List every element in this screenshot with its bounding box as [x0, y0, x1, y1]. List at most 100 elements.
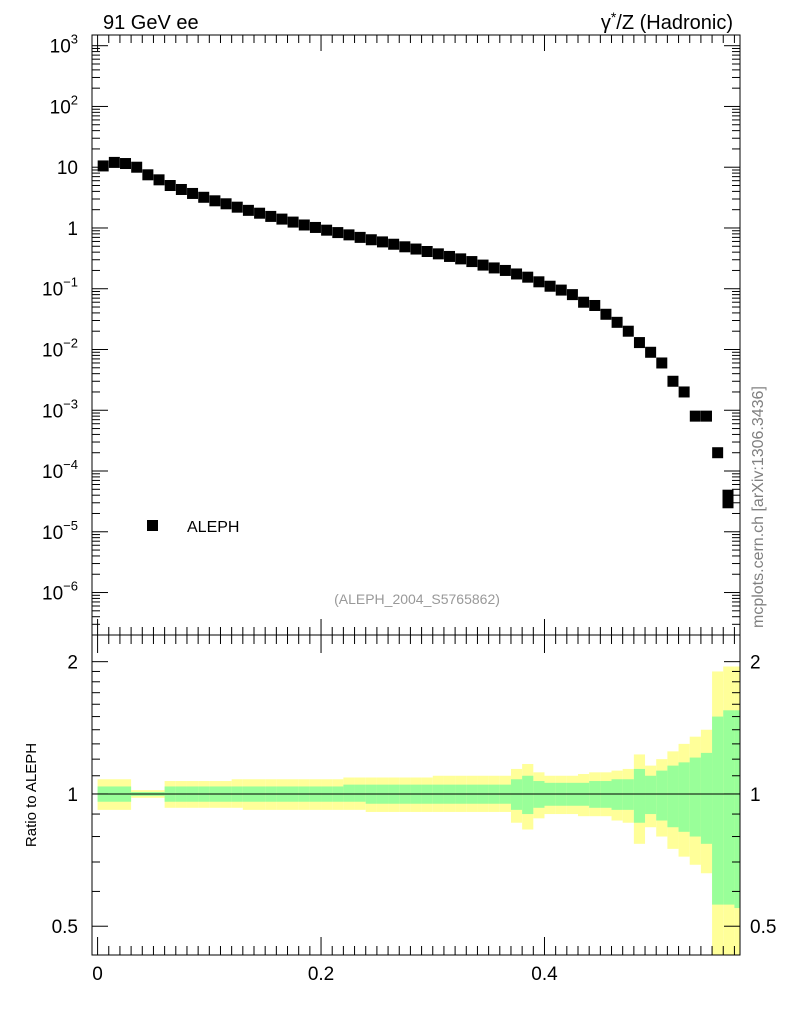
data-point	[365, 234, 377, 246]
y-tick-label: 10−2	[42, 335, 78, 361]
inner-band-bin	[678, 762, 690, 832]
data-point	[354, 231, 366, 243]
inner-band-bin	[689, 757, 701, 837]
x-tick-label: 0.2	[308, 964, 334, 985]
header-left-title: 91 GeV ee	[103, 12, 199, 34]
data-point	[376, 236, 388, 248]
data-point	[421, 246, 433, 258]
ratio-y-tick-label-left: 1	[67, 785, 78, 806]
y-tick-label: 10−4	[42, 457, 78, 483]
side-label: mcplots.cern.ch [arXiv:1306.3436]	[750, 386, 767, 628]
data-point	[276, 213, 288, 225]
x-tick-label: 0.4	[531, 964, 558, 985]
x-tick-labels: 0 0.2 0.4	[92, 964, 558, 985]
header-right-star: *	[611, 9, 617, 25]
data-point	[108, 156, 120, 168]
ratio-y-tick-label-left: 2	[67, 653, 78, 674]
data-point	[343, 229, 355, 241]
data-point	[142, 169, 154, 181]
inner-band-bin	[723, 710, 735, 905]
y-tick-label: 10−1	[42, 275, 78, 301]
data-point	[667, 375, 679, 387]
data-point	[477, 259, 489, 271]
y-tick-label: 10−5	[42, 518, 78, 544]
data-point	[209, 195, 221, 207]
ratio-y-tick-labels: 0.5 0.5 1 1 2 2	[52, 653, 777, 939]
header-right-gamma: γ	[601, 12, 611, 34]
main-plot-frame	[91, 34, 741, 636]
data-point	[533, 276, 545, 288]
inner-band-bin	[354, 784, 366, 802]
data-point	[722, 489, 734, 501]
data-point	[722, 497, 734, 509]
y-tick-label: 10	[57, 158, 78, 179]
y-tick-label: 1	[67, 219, 78, 240]
data-point	[511, 268, 523, 280]
inner-band-bin	[656, 770, 668, 821]
data-point	[689, 410, 701, 422]
data-point	[455, 253, 467, 265]
data-point	[678, 386, 690, 398]
data-point	[488, 262, 500, 274]
main-plot-ticks	[92, 35, 740, 636]
y-tick-label: 10−3	[42, 396, 78, 422]
data-point	[600, 308, 612, 320]
data-point	[231, 201, 243, 213]
aleph-data-points	[97, 156, 734, 509]
data-point	[254, 207, 266, 219]
data-point	[187, 187, 199, 199]
data-point	[399, 241, 411, 253]
data-point	[120, 158, 132, 170]
data-point	[700, 410, 712, 422]
ratio-plot-frame	[91, 634, 741, 956]
data-point	[131, 161, 143, 173]
data-point	[153, 174, 165, 186]
y-tick-label: 10−6	[42, 579, 78, 605]
data-point	[265, 210, 277, 222]
data-point	[298, 219, 310, 231]
data-point	[164, 180, 176, 192]
ratio-bands	[97, 666, 740, 955]
data-point	[432, 248, 444, 260]
data-point	[97, 160, 109, 172]
inner-band-bin	[645, 775, 657, 815]
y-tick-label: 102	[50, 92, 78, 118]
data-point	[466, 256, 478, 268]
data-point	[499, 264, 511, 276]
data-point	[410, 243, 422, 255]
data-point	[566, 289, 578, 301]
inner-band-bin	[712, 716, 724, 905]
inner-band-bin	[343, 784, 355, 802]
data-point	[611, 316, 623, 328]
inner-band-bin	[522, 775, 534, 815]
data-point	[309, 221, 321, 233]
inner-band-bin	[667, 765, 679, 828]
data-point	[220, 198, 232, 210]
header-right-suffix: /Z (Hadronic)	[616, 12, 733, 34]
data-point	[287, 216, 299, 228]
ratio-y-tick-label-right: 2	[750, 653, 761, 674]
data-point	[175, 183, 187, 195]
legend-marker	[147, 520, 158, 531]
inner-band-bin	[734, 710, 740, 909]
x-tick-label: 0	[92, 964, 103, 985]
inner-band-bin	[510, 779, 523, 810]
data-point	[589, 299, 601, 311]
data-point	[555, 284, 567, 296]
data-point	[321, 224, 333, 236]
data-point	[444, 250, 456, 262]
inner-band-bin	[622, 779, 634, 810]
inner-band-bin	[633, 768, 646, 823]
ratio-axis-label: Ratio to ALEPH	[23, 743, 40, 847]
data-point	[544, 280, 556, 292]
data-point	[578, 296, 590, 308]
header-right-title: γ*/Z (Hadronic)	[601, 9, 733, 34]
data-point	[656, 357, 668, 369]
ratio-y-tick-label-left: 0.5	[52, 917, 78, 938]
data-point	[645, 346, 657, 358]
y-tick-label: 103	[50, 32, 78, 58]
data-point	[388, 238, 400, 250]
